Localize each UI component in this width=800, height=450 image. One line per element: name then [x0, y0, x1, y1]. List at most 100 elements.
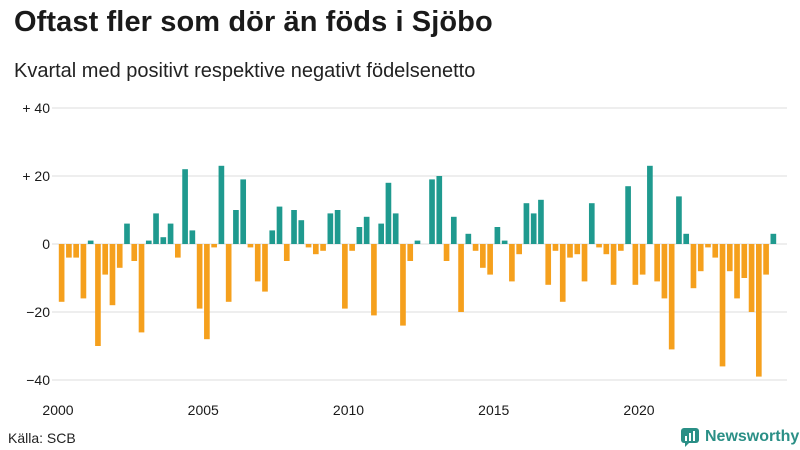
bar	[153, 213, 159, 244]
bar	[734, 244, 740, 299]
bar	[218, 165, 225, 244]
y-tick-label: + 40	[22, 100, 50, 116]
bar	[276, 206, 283, 244]
bar	[618, 244, 624, 251]
bar	[450, 216, 457, 244]
bar	[487, 244, 493, 275]
x-tick-label: 2020	[623, 402, 654, 418]
bar	[167, 223, 174, 244]
bar	[683, 233, 690, 244]
bar	[392, 213, 399, 244]
bar	[58, 244, 65, 302]
x-tick-label: 2000	[42, 402, 73, 418]
bar	[204, 244, 210, 340]
bar	[312, 244, 319, 255]
bar	[298, 220, 305, 244]
bar	[458, 244, 464, 312]
bar	[639, 244, 646, 275]
bar	[719, 244, 726, 367]
bar	[160, 237, 167, 244]
x-axis-ticks: 2000 2005 2010 2015 2020	[42, 402, 654, 418]
bar	[334, 210, 341, 244]
bar	[443, 244, 450, 261]
bar-chart: −40 −20 0 + 20 + 40 2000 2005 2010 2015 2020	[22, 100, 787, 418]
bar	[95, 244, 101, 346]
bar	[480, 244, 486, 268]
bar	[559, 244, 566, 302]
y-tick-label: −40	[26, 372, 50, 388]
bars	[58, 165, 777, 377]
bar	[516, 244, 522, 255]
bar	[240, 179, 247, 244]
bar	[472, 244, 479, 251]
bar	[509, 244, 515, 282]
bar	[407, 244, 414, 261]
x-tick-label: 2005	[188, 402, 219, 418]
y-tick-label: −20	[26, 304, 50, 320]
bar	[690, 244, 697, 289]
y-tick-label: 0	[42, 236, 50, 252]
bar	[770, 233, 777, 244]
bar	[697, 244, 704, 272]
bar	[283, 244, 290, 261]
bar	[632, 244, 639, 285]
bar	[429, 179, 435, 244]
bar	[654, 244, 660, 282]
bar	[87, 240, 94, 244]
bar	[363, 216, 370, 244]
bar	[501, 240, 508, 244]
bar	[116, 244, 123, 268]
bar	[596, 244, 602, 248]
bar	[225, 244, 232, 302]
bar	[400, 244, 406, 326]
bar	[552, 244, 559, 251]
bar	[385, 182, 392, 244]
bar	[327, 213, 334, 244]
bar	[356, 227, 363, 244]
bar	[378, 223, 385, 244]
bar	[138, 244, 145, 333]
bar	[610, 244, 617, 285]
bar	[436, 176, 443, 244]
bar	[741, 244, 748, 278]
y-axis-ticks: −40 −20 0 + 20 + 40	[22, 100, 50, 388]
bar	[145, 240, 152, 244]
bar	[603, 244, 610, 255]
bar	[763, 244, 769, 275]
brand-logo[interactable]: Newsworthy	[680, 427, 799, 447]
bar	[726, 244, 733, 272]
bar	[661, 244, 668, 299]
bar	[66, 244, 72, 258]
bar	[625, 186, 631, 244]
bar	[342, 244, 348, 309]
x-tick-label: 2015	[478, 402, 509, 418]
chart-title: Oftast fler som dör än föds i Sjöbo	[14, 6, 493, 38]
bar	[189, 230, 196, 244]
bar	[647, 165, 653, 244]
bar	[530, 213, 537, 244]
bar	[712, 244, 719, 258]
bar	[196, 244, 203, 309]
bar	[748, 244, 755, 312]
bar	[538, 199, 544, 244]
bar	[175, 244, 181, 258]
bar	[254, 244, 261, 282]
bar	[567, 244, 573, 258]
bar	[465, 233, 472, 244]
bar	[124, 223, 130, 244]
bar	[756, 244, 762, 377]
bar	[320, 244, 326, 251]
bar	[80, 244, 87, 299]
chart-subtitle: Kvartal med positivt respektive negativt…	[14, 60, 476, 82]
bar	[247, 244, 254, 248]
bar	[668, 244, 675, 350]
newsworthy-logo-icon	[681, 428, 699, 447]
bar	[414, 240, 421, 244]
bar	[371, 244, 377, 316]
bar	[262, 244, 268, 292]
bar	[109, 244, 116, 306]
bar	[676, 196, 682, 244]
bar	[523, 203, 530, 244]
bar	[269, 230, 276, 244]
x-tick-label: 2010	[333, 402, 364, 418]
